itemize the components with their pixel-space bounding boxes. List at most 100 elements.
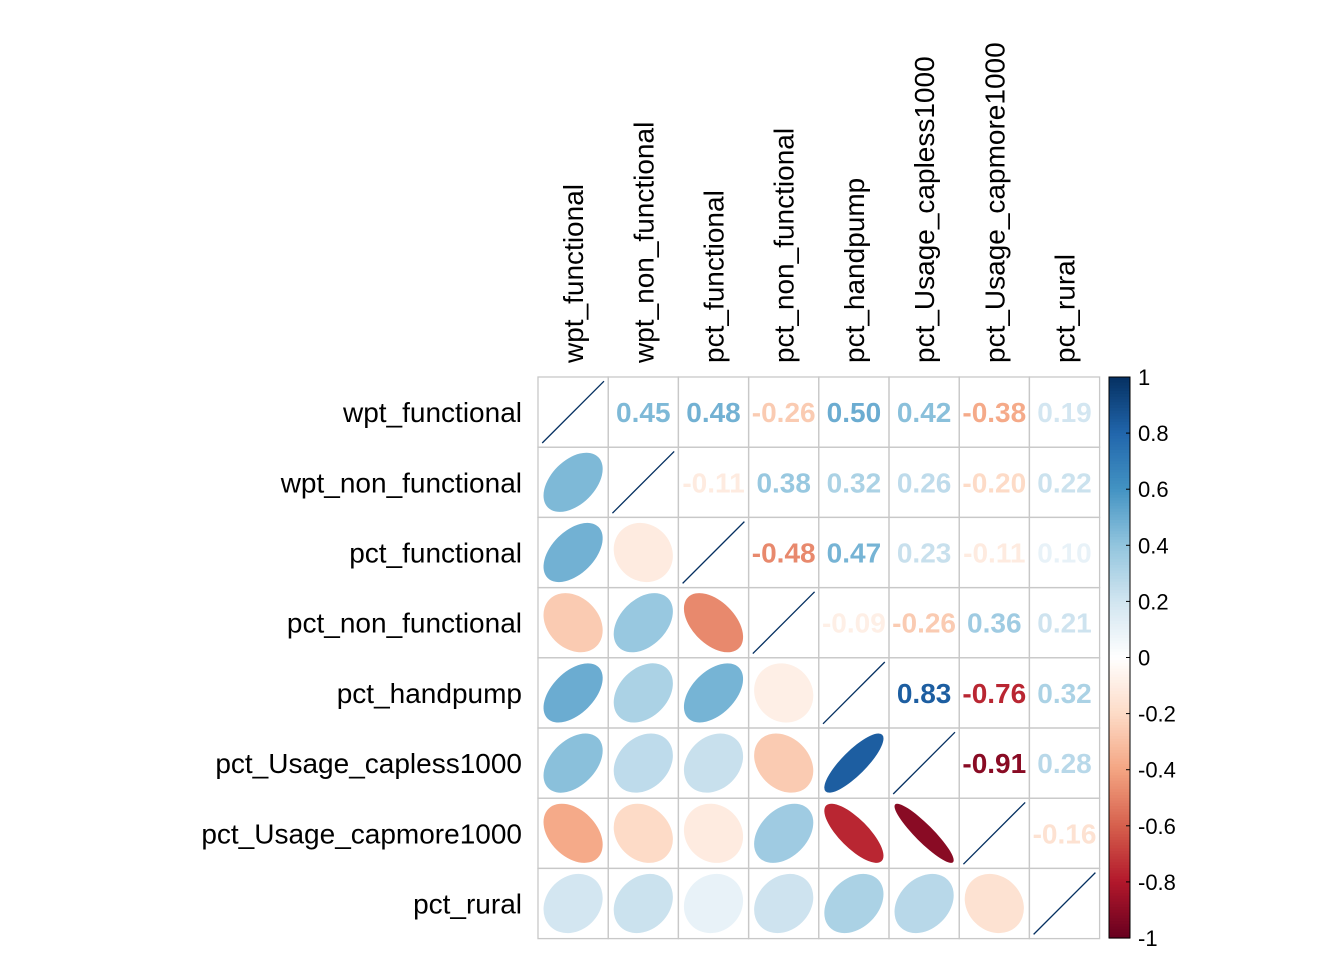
colorbar-tick-label: 0.2 — [1138, 589, 1169, 614]
colorbar-segment — [1109, 822, 1130, 827]
correlation-ellipse — [894, 803, 954, 863]
correlation-ellipse — [543, 663, 603, 723]
correlation-value-label: 0.32 — [827, 467, 882, 498]
correlation-value-label: 0.19 — [1037, 397, 1092, 428]
colorbar-segment — [1109, 783, 1130, 788]
colorbar-segment — [1109, 553, 1130, 558]
correlation-ellipse — [543, 593, 603, 653]
correlation-ellipse — [613, 803, 673, 863]
colorbar-segment — [1109, 640, 1130, 645]
row-label: pct_rural — [413, 889, 522, 920]
colorbar-segment — [1109, 752, 1130, 757]
correlation-ellipse — [754, 803, 814, 863]
colorbar-segment — [1109, 449, 1130, 454]
colorbar-segment — [1109, 430, 1130, 434]
colorbar-segment — [1109, 848, 1130, 852]
colorbar-segment — [1109, 923, 1130, 928]
colorbar-tick-label: -0.8 — [1138, 870, 1176, 895]
colorbar-segment — [1109, 635, 1130, 639]
colorbar-segment — [1109, 654, 1130, 659]
column-label: pct_handpump — [839, 178, 870, 363]
colorbar-segment — [1109, 570, 1130, 574]
colorbar-segment — [1109, 758, 1130, 762]
colorbar-segment — [1109, 806, 1130, 810]
colorbar-segment — [1109, 609, 1130, 614]
correlation-ellipse — [613, 733, 673, 793]
colorbar-segment — [1109, 671, 1130, 675]
colorbar-segment — [1109, 578, 1130, 583]
colorbar-segment — [1109, 413, 1130, 417]
colorbar-segment — [1109, 427, 1130, 431]
colorbar-segment — [1109, 416, 1130, 420]
colorbar-segment — [1109, 626, 1130, 631]
colorbar-segment — [1109, 382, 1130, 387]
column-label: pct_functional — [699, 190, 730, 363]
correlation-value-label: -0.91 — [962, 748, 1026, 779]
colorbar-segment — [1109, 909, 1130, 914]
colorbar-segment — [1109, 531, 1130, 535]
colorbar-segment — [1109, 811, 1130, 816]
correlation-ellipse — [613, 593, 673, 653]
correlation-ellipse — [824, 873, 884, 934]
correlation-ellipse — [543, 522, 603, 583]
correlation-ellipse — [613, 663, 673, 723]
colorbar-segment — [1109, 825, 1130, 830]
colorbar-segment — [1109, 438, 1130, 443]
colorbar-tick-label: 1 — [1138, 365, 1150, 390]
colorbar-tick-label: -0.6 — [1138, 814, 1176, 839]
colorbar-segment — [1109, 750, 1130, 754]
column-label: pct_non_functional — [769, 128, 800, 363]
colorbar-tick-label: -0.4 — [1138, 758, 1176, 783]
diagonal-line — [1033, 872, 1096, 935]
colorbar-segment — [1109, 576, 1130, 580]
correlation-value-label: -0.26 — [752, 397, 816, 428]
colorbar-segment — [1109, 685, 1130, 689]
colorbar-segment — [1109, 458, 1130, 462]
colorbar-segment — [1109, 643, 1130, 647]
correlation-value-label: -0.16 — [1033, 818, 1097, 849]
correlation-ellipse — [894, 873, 954, 934]
colorbar-segment — [1109, 528, 1130, 532]
colorbar-segment — [1109, 399, 1130, 403]
colorbar-segment — [1109, 607, 1130, 611]
colorbar-segment — [1109, 677, 1130, 681]
colorbar-segment — [1109, 584, 1130, 588]
colorbar-segment — [1109, 405, 1130, 409]
colorbar-segment — [1109, 545, 1130, 549]
colorbar-segment — [1109, 901, 1130, 905]
colorbar-segment — [1109, 646, 1130, 650]
colorbar-segment — [1109, 719, 1130, 723]
diagonal-line — [682, 521, 745, 584]
colorbar-segment — [1109, 514, 1130, 518]
colorbar-segment — [1109, 870, 1130, 875]
colorbar-segment — [1109, 592, 1130, 597]
row-labels: wpt_functional wpt_non_functional pct_func… — [201, 397, 522, 919]
colorbar-segment — [1109, 517, 1130, 521]
colorbar-segment — [1109, 615, 1130, 619]
colorbar-segment — [1109, 573, 1130, 577]
colorbar-segment — [1109, 814, 1130, 818]
correlation-ellipse — [683, 733, 744, 793]
correlation-value-label: 0.38 — [756, 467, 811, 498]
color-legend: 1 0.8 0.6 0.4 0.2 0 -0.2 -0.4 -0.6 -0.8 -1 — [1108, 365, 1176, 951]
colorbar-segment — [1109, 651, 1130, 656]
colorbar-segment — [1109, 772, 1130, 776]
correlation-ellipse — [754, 733, 814, 793]
correlation-value-label: 0.83 — [897, 678, 952, 709]
correlation-ellipse — [543, 452, 603, 512]
correlation-ellipse — [824, 733, 884, 793]
matrix-grid — [537, 376, 1101, 940]
grid-cell — [1028, 867, 1101, 940]
colorbar-segment — [1109, 893, 1130, 897]
colorbar-segment — [1109, 601, 1130, 605]
colorbar-segment — [1109, 738, 1130, 743]
correlation-value-label: -0.48 — [752, 538, 816, 569]
colorbar-segment — [1109, 534, 1130, 538]
colorbar-segment — [1109, 492, 1130, 496]
colorbar-segment — [1109, 477, 1130, 482]
colorbar-segment — [1109, 744, 1130, 748]
colorbar-segment — [1109, 393, 1130, 398]
correlation-ellipse — [613, 522, 673, 583]
colorbar-segment — [1109, 472, 1130, 476]
correlation-value-label: 0.48 — [686, 397, 741, 428]
